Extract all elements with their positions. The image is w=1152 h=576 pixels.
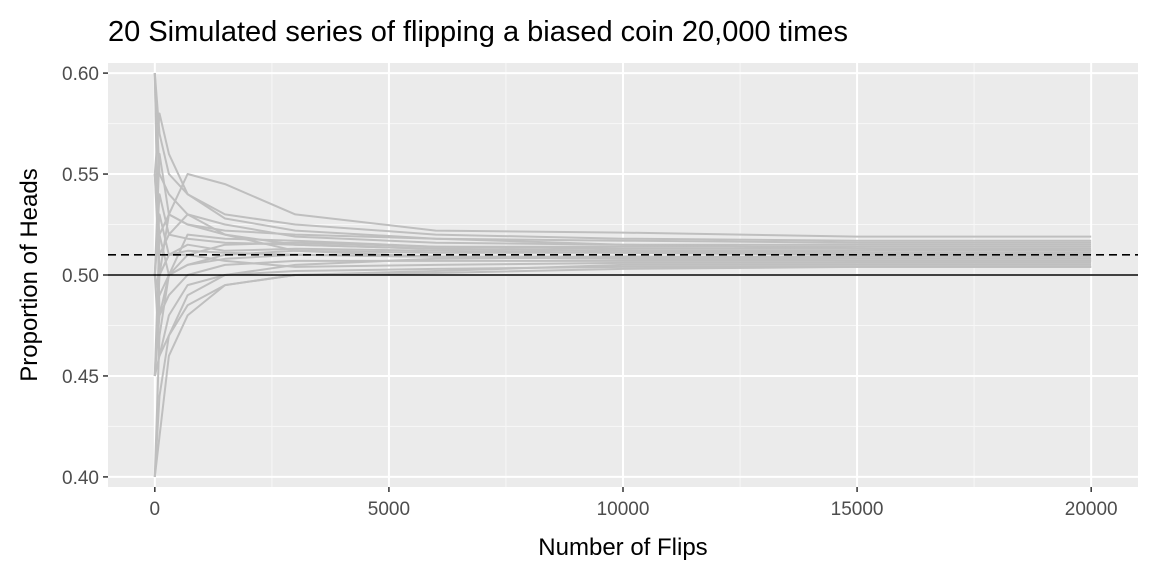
series-line-16 xyxy=(153,265,1092,357)
series-line-12 xyxy=(153,253,1092,297)
x-tick-label: 5000 xyxy=(368,499,410,520)
y-tick-label: 0.55 xyxy=(62,165,99,186)
reference-lines xyxy=(108,254,1138,276)
y-tick-label: 0.40 xyxy=(62,468,99,489)
series-layer xyxy=(153,73,1092,478)
x-tick-label: 0 xyxy=(150,499,161,520)
x-tick-label: 10000 xyxy=(597,499,650,520)
series-line-3 xyxy=(153,213,1092,377)
x-axis-title: Number of Flips xyxy=(538,534,707,561)
series-line-2 xyxy=(153,112,1092,242)
series-line-14 xyxy=(153,173,1092,276)
series-line-18 xyxy=(153,265,1092,377)
y-axis-title: Proportion of Heads xyxy=(16,168,43,381)
series-line-20 xyxy=(153,213,1092,276)
y-tick-label: 0.50 xyxy=(62,266,99,287)
series-line-4 xyxy=(153,193,1092,276)
series-line-19 xyxy=(153,173,1092,256)
x-axis-ticks: 0 5000 10000 15000 20000 xyxy=(150,487,1118,520)
y-axis-ticks: 0.40 0.45 0.50 0.55 0.60 xyxy=(62,64,108,489)
series-line-17 xyxy=(153,73,1092,252)
chart-title: 20 Simulated series of flipping a biased… xyxy=(108,16,848,48)
x-tick-label: 20000 xyxy=(1065,499,1118,520)
x-tick-label: 15000 xyxy=(831,499,884,520)
y-tick-label: 0.45 xyxy=(62,367,99,388)
y-tick-label: 0.60 xyxy=(62,64,99,85)
